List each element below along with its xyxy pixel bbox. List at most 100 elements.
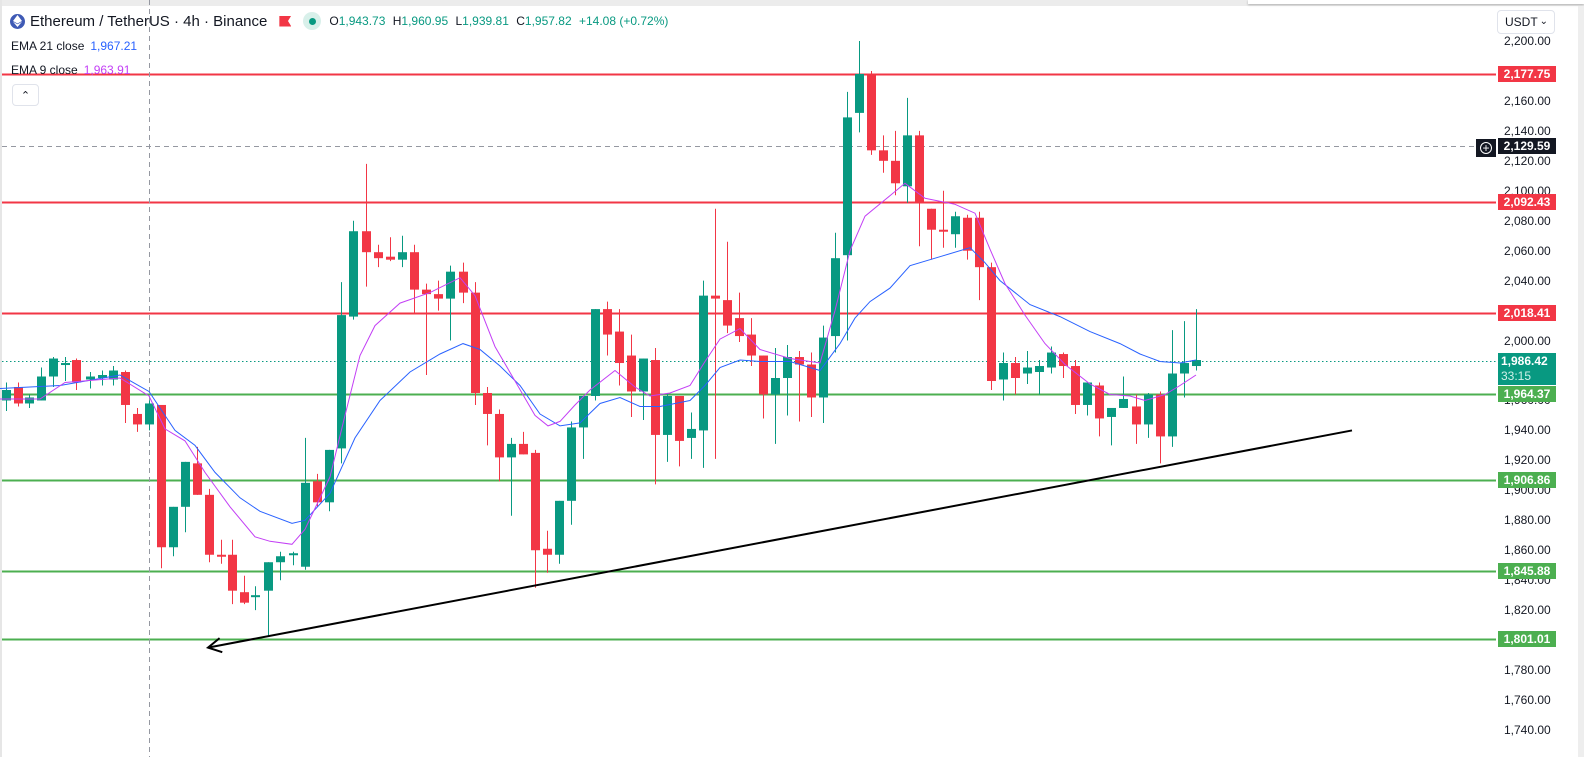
- candle: [61, 357, 70, 382]
- axis-tick-label: 1,880.00: [1504, 513, 1551, 528]
- candle: [1132, 394, 1141, 444]
- indicator-ema9[interactable]: EMA 9 close 1,963.91: [11, 63, 130, 77]
- candle: [867, 70, 876, 155]
- candle: [495, 409, 504, 482]
- candle: [459, 262, 468, 304]
- axis-tick-label: 2,160.00: [1504, 93, 1551, 108]
- candle: [1192, 309, 1201, 371]
- level-price-label: 2,092.43: [1498, 194, 1556, 211]
- plus-circle-icon: +: [1480, 142, 1492, 154]
- window-top-bar: [0, 0, 1584, 6]
- candle: [1119, 376, 1128, 408]
- ema9-line: [0, 182, 1197, 545]
- candle: [1144, 392, 1153, 438]
- high-value: 1,960.95: [401, 14, 449, 28]
- level-price-label: 1,964.37: [1498, 385, 1556, 402]
- candlestick-chart[interactable]: [0, 0, 1496, 757]
- candle: [987, 262, 996, 390]
- indicator-value: 1,963.91: [83, 63, 131, 77]
- candle: [410, 244, 419, 314]
- candle: [1059, 352, 1068, 379]
- candle: [386, 237, 395, 262]
- candle: [228, 539, 237, 605]
- candle: [723, 241, 732, 334]
- candle: [831, 232, 840, 353]
- ema21-line: [0, 247, 1197, 524]
- candle: [879, 135, 888, 173]
- candle: [603, 301, 612, 356]
- candle: [567, 421, 576, 525]
- axis-tick-label: 2,000.00: [1504, 333, 1551, 348]
- horizontal-price-lines: [2, 73, 1496, 641]
- candle: [1168, 330, 1177, 447]
- add-alert-button[interactable]: +: [1476, 139, 1496, 157]
- candle: [939, 190, 948, 248]
- axis-tick-label: 1,780.00: [1504, 663, 1551, 678]
- candle: [133, 407, 142, 432]
- level-price-label: 1,906.86: [1498, 472, 1556, 489]
- high-key: H: [392, 14, 402, 28]
- candle: [711, 208, 720, 459]
- flag-icon[interactable]: [279, 15, 292, 27]
- axis-tick-label: 1,860.00: [1504, 543, 1551, 558]
- axis-tick-label: 2,040.00: [1504, 273, 1551, 288]
- candle: [663, 392, 672, 462]
- candle: [651, 348, 660, 485]
- axis-tick-label: 1,920.00: [1504, 453, 1551, 468]
- symbol-title[interactable]: Ethereum / TetherUS · 4h · Binance: [30, 12, 268, 30]
- currency-value: USDT: [1505, 15, 1538, 29]
- indicator-ema21[interactable]: EMA 21 close 1,967.21: [11, 39, 137, 53]
- candle: [169, 506, 178, 557]
- level-price-label: 1,801.01: [1498, 630, 1556, 647]
- candle: [349, 220, 358, 320]
- candle: [362, 163, 371, 287]
- candle: [193, 446, 202, 495]
- chevron-up-icon: ⌃: [20, 89, 31, 102]
- indicator-label: EMA 21 close: [11, 39, 85, 53]
- candle: [975, 211, 984, 301]
- axis-tick-label: 1,760.00: [1504, 693, 1551, 708]
- axis-tick-label: 2,120.00: [1504, 153, 1551, 168]
- candle: [251, 586, 260, 611]
- level-price-label: 2,177.75: [1498, 66, 1556, 83]
- candle: [891, 130, 900, 196]
- trendline-arrow[interactable]: [205, 429, 1353, 654]
- level-price-label: 1,845.88: [1498, 563, 1556, 580]
- candle: [422, 283, 431, 376]
- candle: [313, 473, 322, 507]
- candle: [591, 309, 600, 401]
- candle: [579, 395, 588, 459]
- candle: [1180, 321, 1189, 398]
- candle: [2, 382, 11, 411]
- candle: [14, 382, 23, 407]
- axis-tick-label: 2,200.00: [1504, 34, 1551, 48]
- candle: [471, 282, 480, 405]
- axis-tick-label: 1,740.00: [1504, 722, 1551, 737]
- candle: [1011, 357, 1020, 395]
- open-value: 1,943.73: [338, 14, 386, 28]
- ohlc-values: O1,943.73 H1,960.95 L1,939.81 C1,957.82 …: [329, 14, 672, 28]
- currency-select[interactable]: USDT ⌄: [1497, 10, 1555, 34]
- candle: [434, 280, 443, 311]
- candle: [145, 400, 154, 431]
- candle: [1095, 382, 1104, 437]
- axis-tick-label: 2,140.00: [1504, 123, 1551, 138]
- change-value: +14.08 (+0.72%): [578, 14, 669, 28]
- left-edge: [0, 0, 2, 757]
- collapse-legend-button[interactable]: ⌃: [12, 84, 39, 106]
- candle: [531, 449, 540, 588]
- candle: [699, 280, 708, 468]
- candle: [915, 130, 924, 247]
- candle: [483, 386, 492, 446]
- candle: [240, 575, 249, 605]
- candle: [289, 551, 298, 566]
- chevron-down-icon: ⌄: [1539, 16, 1548, 27]
- right-scrollbar[interactable]: [1578, 6, 1584, 757]
- candle: [747, 318, 756, 367]
- candle: [121, 370, 130, 423]
- candle: [325, 449, 334, 512]
- candle: [1156, 391, 1165, 464]
- candle: [675, 395, 684, 467]
- candle: [301, 437, 310, 570]
- candle: [735, 292, 744, 343]
